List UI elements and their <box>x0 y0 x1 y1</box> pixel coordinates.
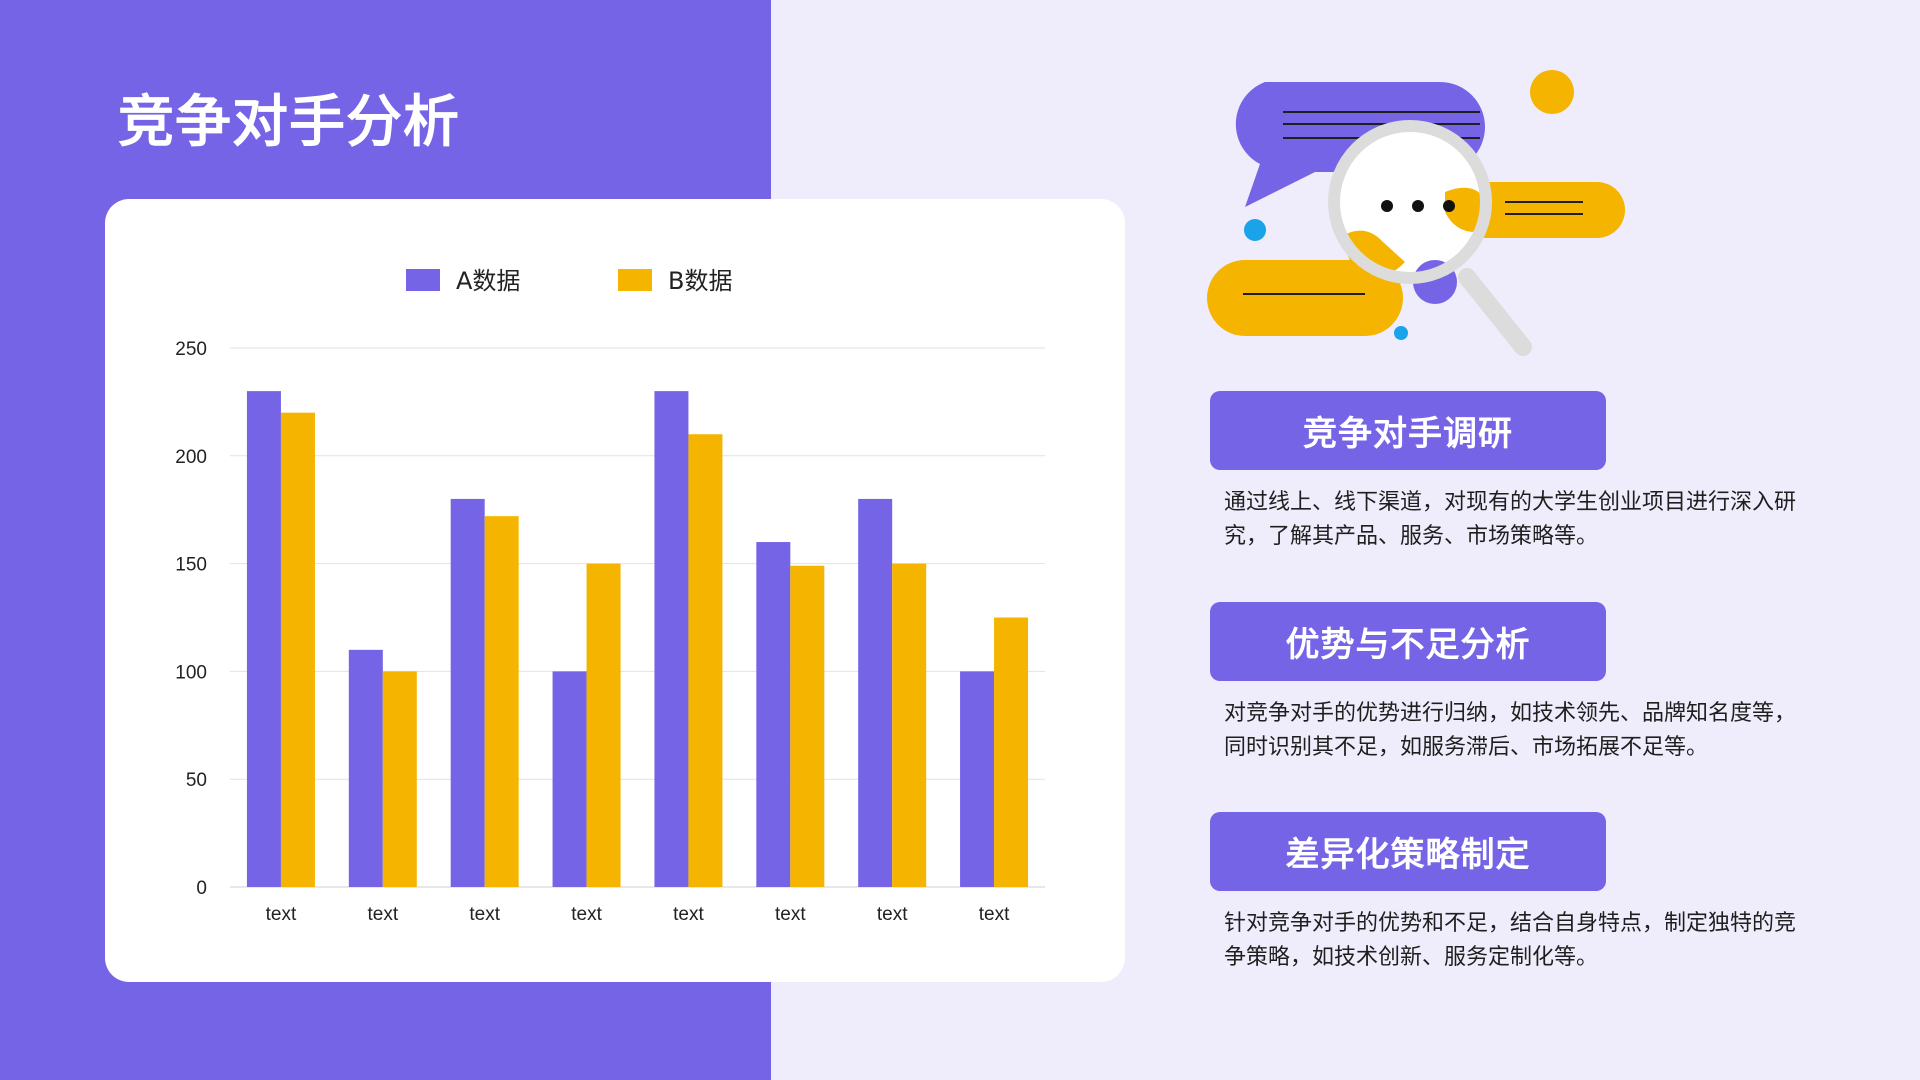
legend-label: A数据 <box>456 267 520 295</box>
bar-a <box>552 671 587 887</box>
bar-b <box>484 516 519 887</box>
x-tick-label: text <box>979 904 1010 925</box>
legend-label: B数据 <box>668 267 732 295</box>
legend-swatch <box>406 269 440 291</box>
y-tick-label: 250 <box>175 339 207 360</box>
bar-b <box>688 434 723 887</box>
section-text-swot: 对竞争对手的优势进行归纳，如技术领先、品牌知名度等，同时识别其不足，如服务滞后、… <box>1224 701 1797 760</box>
y-tick-label: 50 <box>186 770 207 791</box>
bar-a <box>654 391 689 887</box>
bar-a <box>246 391 281 887</box>
bar-b <box>586 563 621 887</box>
bar-b <box>892 563 927 887</box>
y-tick-label: 150 <box>175 555 207 576</box>
x-tick-label: text <box>877 904 908 925</box>
x-tick-label: text <box>775 904 806 925</box>
bar-chart: 0 50 100 150 200 250 text text text text text text t… <box>175 267 1045 925</box>
bar-b <box>280 412 315 887</box>
section-heading-swot: 优势与不足分析 <box>1210 602 1606 681</box>
section-text-strategy: 针对竞争对手的优势和不足，结合自身特点，制定独特的竞争策略，如技术创新、服务定制… <box>1224 911 1797 970</box>
bar-a <box>348 649 383 887</box>
chart-card: 0 50 100 150 200 250 text text text text text text t… <box>105 199 1125 982</box>
x-tick-label: text <box>571 904 602 925</box>
bar-b <box>790 565 825 887</box>
y-tick-label: 0 <box>196 878 207 899</box>
bar-a <box>960 671 995 887</box>
x-tick-label: text <box>469 904 500 925</box>
bar-b <box>382 671 417 887</box>
x-tick-label: text <box>266 904 297 925</box>
section-text-research: 通过线上、线下渠道，对现有的大学生创业项目进行深入研究，了解其产品、服务、市场策… <box>1224 490 1797 549</box>
x-tick-label: text <box>673 904 704 925</box>
bar-a <box>450 498 485 887</box>
bar-a <box>756 542 791 887</box>
legend-swatch <box>618 269 652 291</box>
section-heading-strategy: 差异化策略制定 <box>1210 812 1606 891</box>
y-tick-label: 200 <box>175 447 207 468</box>
x-tick-label: text <box>368 904 399 925</box>
section-heading-research: 竞争对手调研 <box>1210 391 1606 470</box>
y-tick-label: 100 <box>175 662 207 683</box>
bar-a <box>858 498 893 887</box>
bar-b <box>994 617 1029 887</box>
page-title: 竞争对手分析 <box>118 90 460 155</box>
magnifier-chat-icon <box>1207 70 1625 356</box>
